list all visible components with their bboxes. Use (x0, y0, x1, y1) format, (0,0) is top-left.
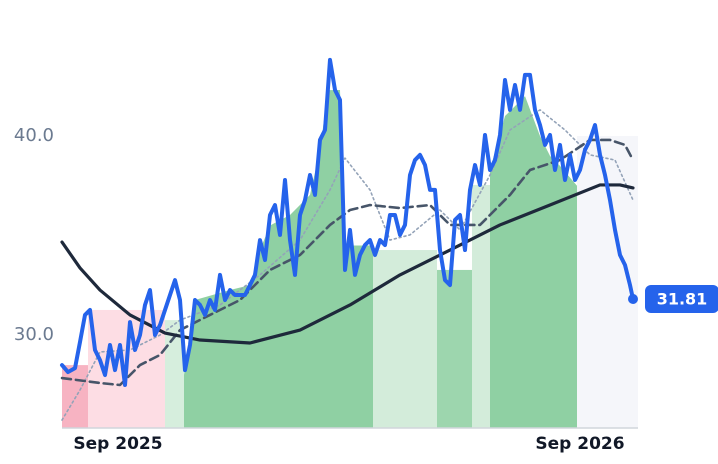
last-value-pill (645, 285, 718, 314)
band (62, 365, 88, 428)
x-tick-label: Sep 2026 (535, 434, 624, 454)
band (472, 184, 490, 428)
area (184, 89, 373, 428)
series-line (61, 109, 634, 421)
band (165, 320, 184, 428)
area (490, 96, 577, 428)
x-tick-label: Sep 2025 (73, 434, 162, 454)
band (373, 250, 437, 428)
series-line (60, 183, 635, 345)
y-tick-label: 30.0 (14, 324, 54, 345)
y-tick-label: 40.0 (14, 125, 54, 146)
last-value-label: 31.81 (657, 290, 708, 309)
last-point (628, 294, 638, 305)
series-line (60, 57, 635, 388)
band (437, 269, 472, 428)
series-line (60, 138, 635, 387)
